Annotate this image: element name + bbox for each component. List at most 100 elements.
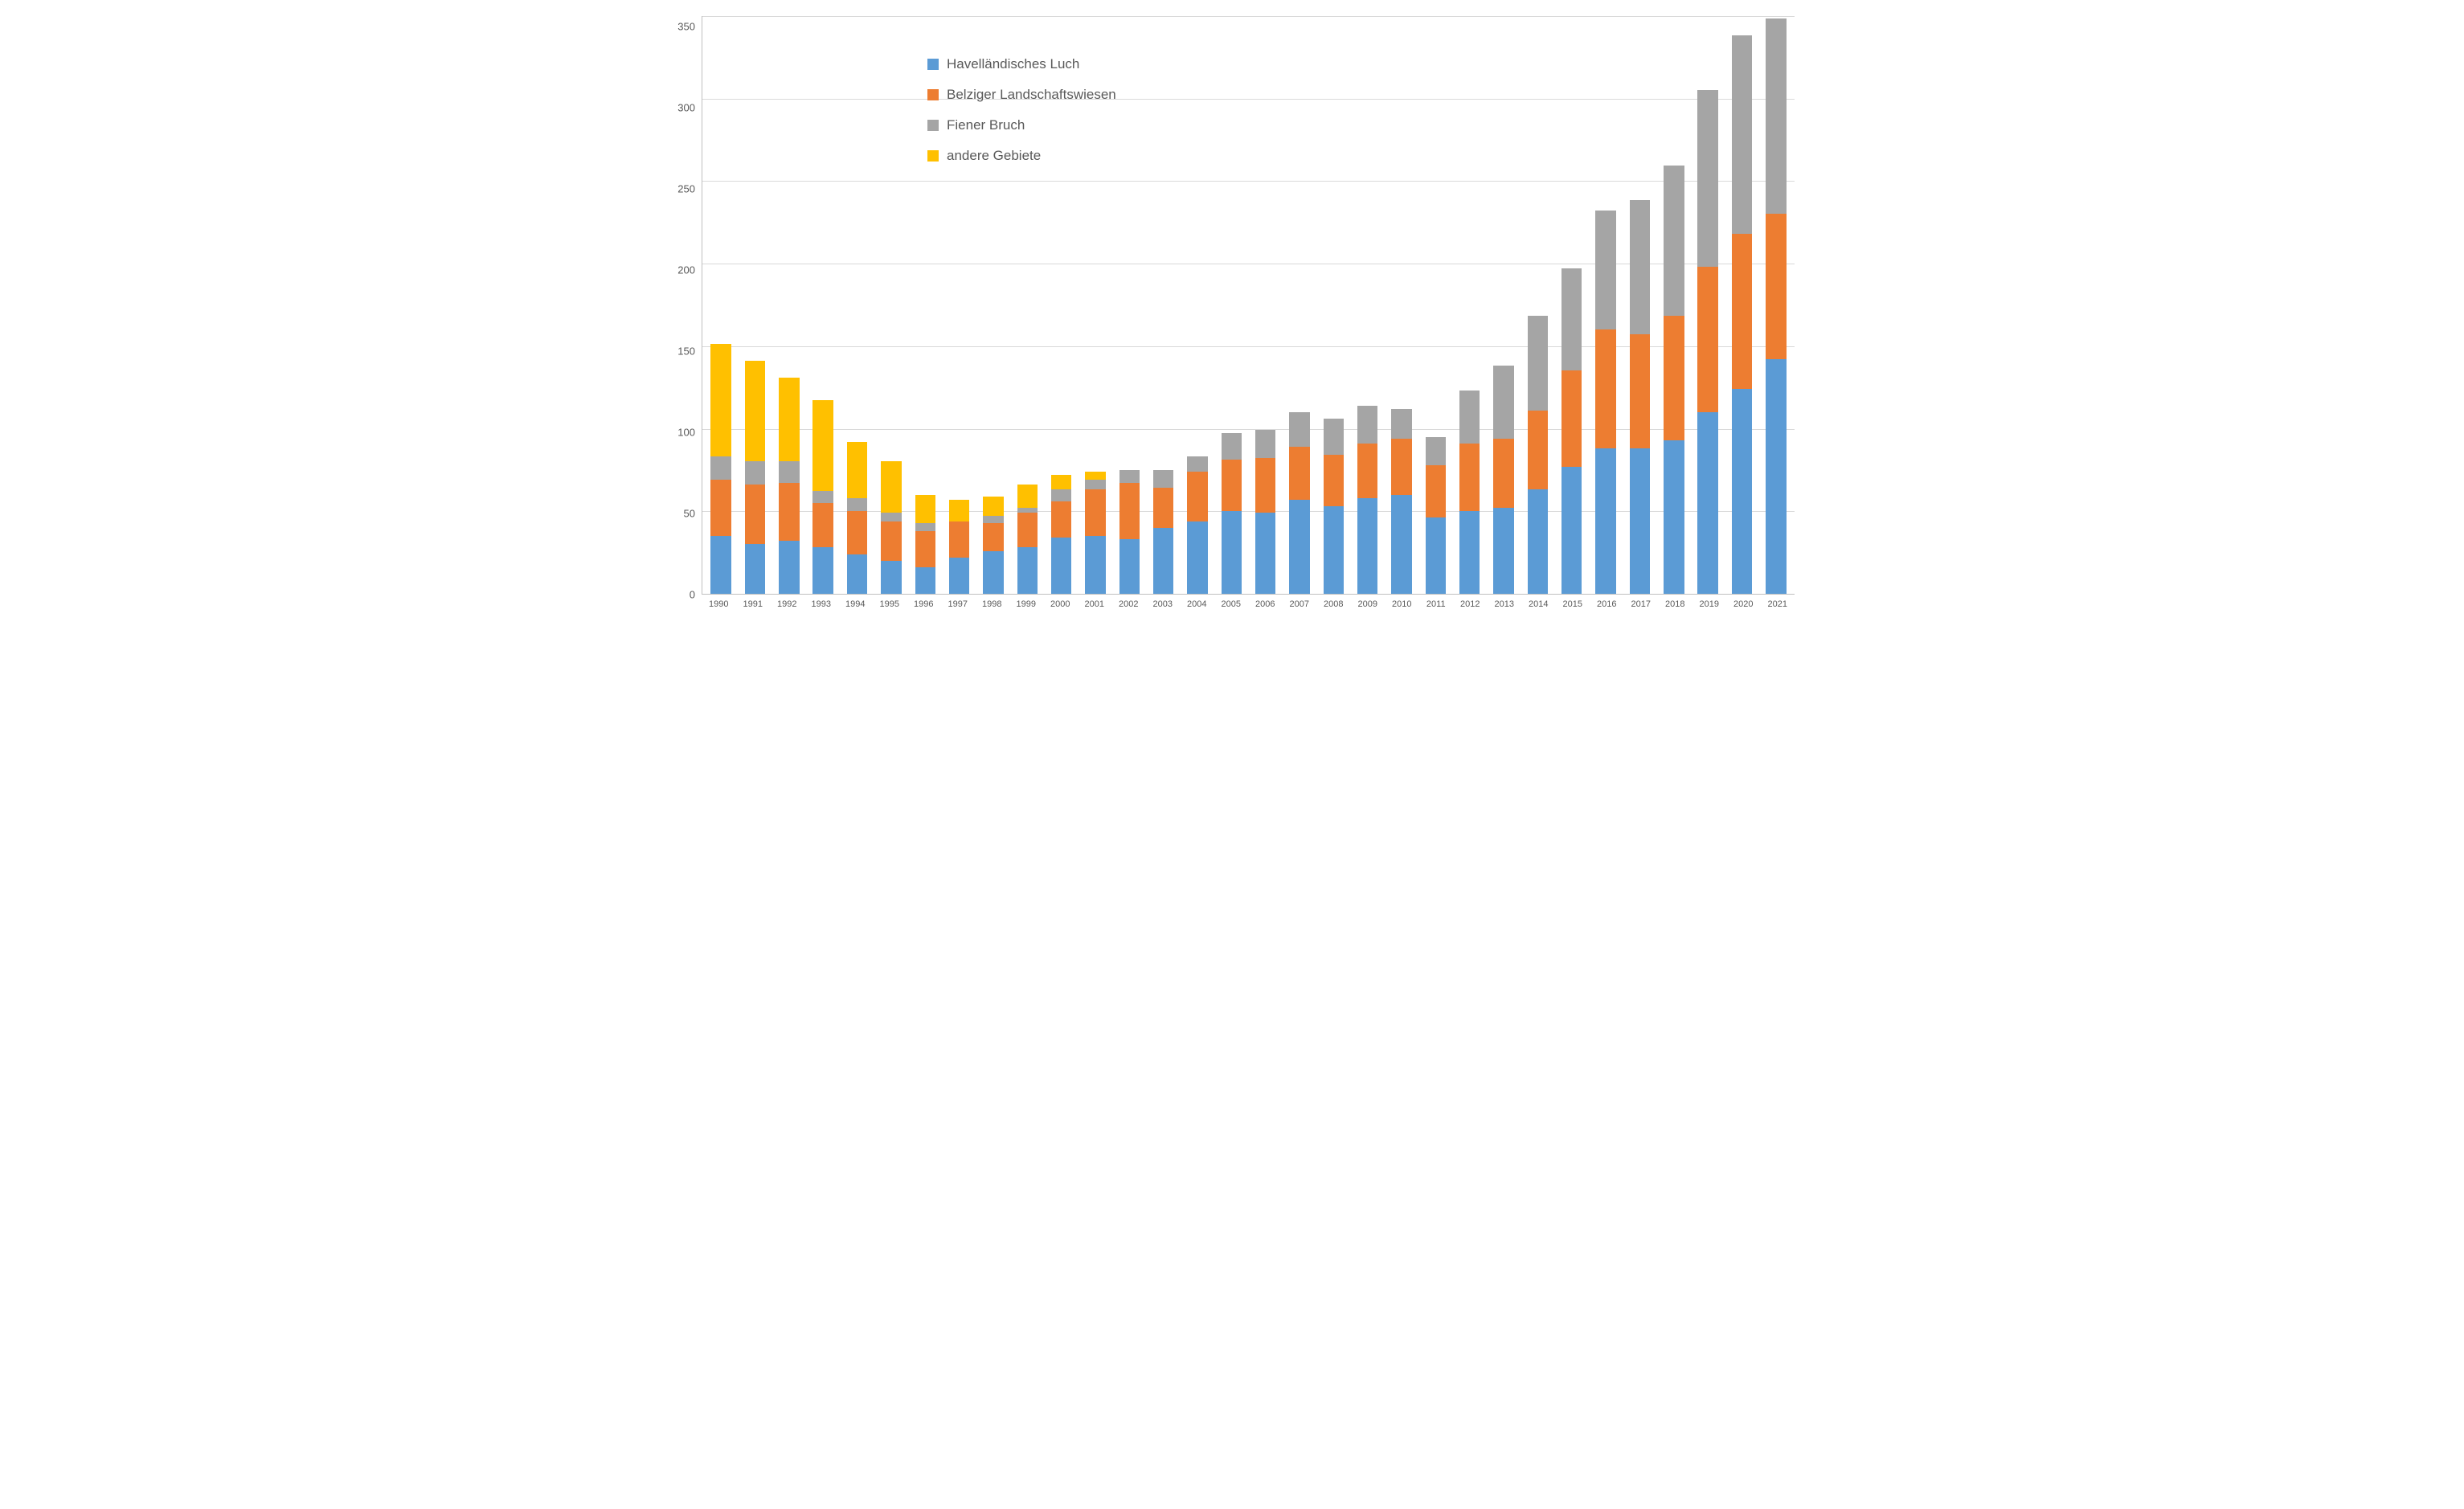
bar-stack <box>1153 470 1173 594</box>
bar-column <box>1660 16 1688 594</box>
bar-segment <box>1595 329 1615 448</box>
x-tick: 2002 <box>1114 599 1144 609</box>
bar-stack <box>1017 485 1038 594</box>
bar-segment <box>915 495 935 523</box>
legend-item: andere Gebiete <box>927 148 1116 164</box>
bar-segment <box>1255 458 1275 513</box>
y-tick: 200 <box>677 265 695 276</box>
bar-stack <box>1664 166 1684 594</box>
bar-segment <box>1766 18 1786 214</box>
bar-column <box>1727 16 1756 594</box>
x-tick: 2016 <box>1592 599 1622 609</box>
bar-stack <box>1697 90 1717 594</box>
bar-segment <box>1595 211 1615 329</box>
bar-segment <box>1222 511 1242 594</box>
bar-segment <box>847 511 867 554</box>
bar-segment <box>1357 498 1377 594</box>
bar-stack <box>1391 409 1411 594</box>
bar-segment <box>881 561 901 594</box>
bar-column <box>1421 16 1450 594</box>
bar-segment <box>1664 316 1684 440</box>
bar-segment <box>1255 513 1275 594</box>
bar-segment <box>1459 511 1480 594</box>
bar-segment <box>710 536 731 594</box>
legend-label: andere Gebiete <box>947 148 1041 164</box>
x-tick: 2013 <box>1490 599 1520 609</box>
x-tick: 1997 <box>943 599 973 609</box>
bar-segment <box>745 485 765 544</box>
bar-stack <box>1289 412 1309 594</box>
x-tick: 2001 <box>1080 599 1110 609</box>
bar-segment <box>1766 214 1786 359</box>
bar-stack <box>1187 456 1207 594</box>
bar-column <box>1591 16 1620 594</box>
bar-stack <box>1051 475 1071 594</box>
bar-segment <box>779 461 799 483</box>
bar-segment <box>1153 470 1173 489</box>
x-tick: 2019 <box>1695 599 1725 609</box>
x-tick: 2008 <box>1319 599 1349 609</box>
bar-column <box>1557 16 1586 594</box>
bar-stack <box>1493 366 1513 594</box>
legend-item: Fiener Bruch <box>927 117 1116 133</box>
bar-stack <box>1630 200 1650 594</box>
bar-column <box>1251 16 1280 594</box>
x-tick: 2009 <box>1353 599 1383 609</box>
y-tick: 50 <box>684 509 695 519</box>
bar-segment <box>1732 389 1752 594</box>
x-tick: 1995 <box>875 599 905 609</box>
stacked-bar-chart: 350300250200150100500 Havelländisches Lu… <box>669 16 1795 609</box>
x-tick: 1999 <box>1012 599 1042 609</box>
bar-stack <box>1595 211 1615 594</box>
bar-segment <box>710 344 731 456</box>
bar-segment <box>1391 495 1411 594</box>
y-tick: 250 <box>677 184 695 194</box>
bar-stack <box>1255 430 1275 594</box>
bar-stack <box>1324 419 1344 594</box>
x-tick: 1998 <box>977 599 1007 609</box>
bar-stack <box>881 461 901 594</box>
bar-stack <box>812 400 833 594</box>
legend-swatch <box>927 89 939 100</box>
bar-segment <box>1426 517 1446 594</box>
bar-stack <box>1222 433 1242 594</box>
bar-segment <box>1528 489 1548 594</box>
bar-column <box>1455 16 1484 594</box>
bar-stack <box>1561 268 1582 594</box>
bar-column <box>808 16 837 594</box>
bar-segment <box>1187 456 1207 472</box>
bar-column <box>1387 16 1416 594</box>
y-tick: 150 <box>677 346 695 357</box>
bar-segment <box>710 480 731 536</box>
bar-segment <box>847 554 867 594</box>
bar-column <box>1217 16 1246 594</box>
bar-segment <box>1732 35 1752 234</box>
bar-segment <box>847 442 867 498</box>
bar-segment <box>1595 448 1615 594</box>
y-tick: 0 <box>690 590 695 600</box>
bar-column <box>1693 16 1722 594</box>
bar-stack <box>745 361 765 594</box>
bar-column <box>877 16 906 594</box>
x-tick: 2000 <box>1046 599 1075 609</box>
bar-segment <box>1085 536 1105 594</box>
bar-column <box>1319 16 1348 594</box>
bar-segment <box>1017 485 1038 508</box>
bar-column <box>1625 16 1654 594</box>
bar-segment <box>1017 547 1038 594</box>
legend-swatch <box>927 150 939 162</box>
bar-segment <box>1289 447 1309 500</box>
bar-stack <box>1119 470 1140 594</box>
bar-segment <box>1493 439 1513 508</box>
bar-segment <box>949 521 969 558</box>
bar-segment <box>949 558 969 594</box>
x-tick: 2006 <box>1250 599 1280 609</box>
bar-segment <box>1697 412 1717 594</box>
bar-segment <box>779 541 799 594</box>
bar-stack <box>949 500 969 594</box>
bar-segment <box>1357 406 1377 444</box>
bar-stack <box>710 344 731 594</box>
x-tick: 1993 <box>807 599 837 609</box>
bar-segment <box>1664 440 1684 594</box>
bar-segment <box>983 551 1003 594</box>
